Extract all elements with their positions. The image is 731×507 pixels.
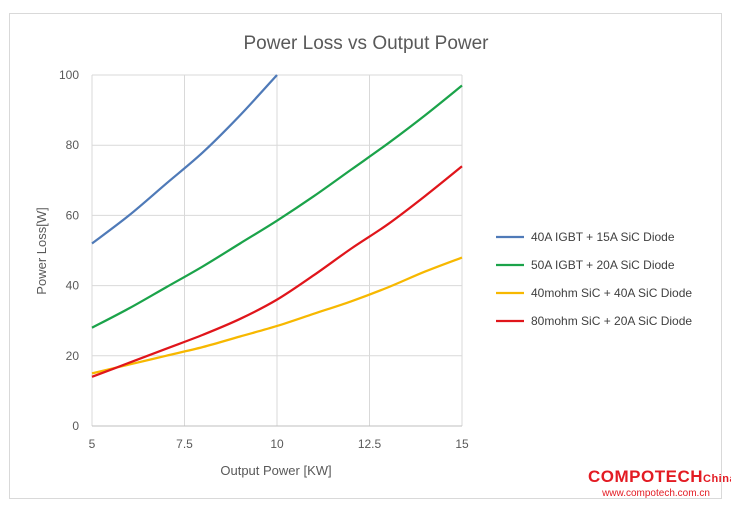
x-tick-label: 10 [270, 437, 284, 451]
x-tick-label: 12.5 [358, 437, 382, 451]
series-line-sic-40mohm [91, 256, 463, 375]
watermark-brand-sub: China [703, 473, 731, 485]
watermark-url: www.compotech.com.cn [602, 488, 710, 499]
x-tick-label: 7.5 [176, 437, 193, 451]
y-tick-label: 40 [66, 279, 80, 293]
legend-item: 40A IGBT + 15A SiC Diode [496, 230, 675, 244]
legend-label: 50A IGBT + 20A SiC Diode [531, 258, 675, 272]
watermark: COMPOTECHChina www.compotech.com.cn [588, 467, 731, 500]
x-axis: 5 7.5 10 12.5 15 [89, 425, 469, 451]
y-axis-title: Power Loss[W] [34, 207, 49, 294]
watermark-brand-name: COMPOTECH [588, 467, 703, 486]
legend-item: 50A IGBT + 20A SiC Diode [496, 258, 675, 272]
series-line-sic-80mohm [91, 165, 463, 378]
legend: 40A IGBT + 15A SiC Diode 50A IGBT + 20A S… [496, 230, 692, 328]
grid-lines [91, 74, 463, 427]
series-lines [91, 74, 463, 378]
watermark-brand: COMPOTECHChina [588, 467, 731, 488]
chart-title: Power Loss vs Output Power [244, 33, 490, 54]
y-tick-label: 20 [66, 349, 80, 363]
legend-item: 40mohm SiC + 40A SiC Diode [496, 286, 692, 300]
x-tick-label: 15 [455, 437, 469, 451]
series-line-igbt-50a [91, 84, 463, 329]
legend-label: 40mohm SiC + 40A SiC Diode [531, 286, 692, 300]
x-tick-label: 5 [89, 437, 96, 451]
y-axis: 0 20 40 60 80 100 [59, 68, 79, 433]
y-tick-label: 80 [66, 138, 80, 152]
series-line-igbt-40a [91, 74, 278, 245]
legend-label: 40A IGBT + 15A SiC Diode [531, 230, 675, 244]
y-tick-label: 0 [72, 419, 79, 433]
y-tick-label: 100 [59, 68, 79, 82]
chart-frame [9, 13, 722, 499]
legend-item: 80mohm SiC + 20A SiC Diode [496, 314, 692, 328]
x-axis-title: Output Power [KW] [220, 463, 331, 478]
y-tick-label: 60 [66, 208, 80, 222]
legend-label: 80mohm SiC + 20A SiC Diode [531, 314, 692, 328]
